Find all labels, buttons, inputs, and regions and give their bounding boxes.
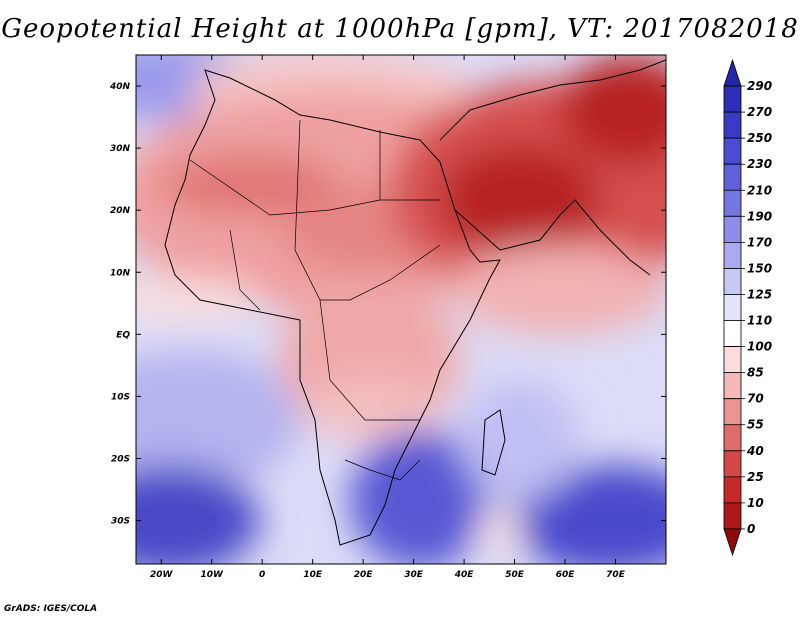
colorbar-label: 25 xyxy=(747,470,764,484)
lat-tick-label: 30S xyxy=(111,517,130,527)
colorbar-segment xyxy=(723,528,742,557)
height-field xyxy=(136,55,666,564)
colorbar-label: 0 xyxy=(747,522,755,536)
colorbar-segment xyxy=(723,137,742,165)
colorbar-segment xyxy=(723,502,742,530)
colorbar-segment xyxy=(723,346,742,374)
map-frame xyxy=(135,54,667,565)
colorbar-segment xyxy=(723,189,742,217)
lat-tick-label: 10S xyxy=(111,392,130,402)
colorbar-label: 170 xyxy=(747,235,772,249)
lat-tick-label: 20N xyxy=(110,206,131,216)
colorbar-segment xyxy=(723,85,742,113)
colorbar-label: 290 xyxy=(747,79,772,93)
colorbar-segment xyxy=(723,241,742,269)
lon-tick-label: 70E xyxy=(606,570,626,580)
lat-tick-label: 40N xyxy=(109,82,131,92)
colorbar-label: 190 xyxy=(747,209,772,223)
colorbar-label: 230 xyxy=(747,157,772,171)
colorbar-label: 150 xyxy=(747,261,772,275)
lon-tick-label: 10W xyxy=(200,570,224,580)
colorbar-segment xyxy=(723,320,742,347)
colorbar-label: 100 xyxy=(747,340,772,354)
colorbar: 2902702502302101901701501251101008570554… xyxy=(723,58,772,557)
colorbar-label: 10 xyxy=(747,496,764,510)
colorbar-segment xyxy=(723,215,742,243)
colorbar-label: 110 xyxy=(747,314,772,328)
colorbar-segment xyxy=(723,450,742,478)
colorbar-segment xyxy=(723,294,742,321)
lat-tick-label: 10N xyxy=(110,268,131,278)
lat-tick-label: 20S xyxy=(111,454,130,464)
colorbar-label: 250 xyxy=(747,131,772,145)
lon-tick-label: 20W xyxy=(150,570,174,580)
colorbar-label: 70 xyxy=(747,392,764,406)
colorbar-segment xyxy=(723,111,742,139)
colorbar-segment xyxy=(723,424,742,452)
lon-tick-label: 0 xyxy=(259,570,265,580)
lon-tick-label: 60E xyxy=(556,570,576,580)
colorbar-label: 210 xyxy=(747,183,772,197)
longitude-axis: 20W 10W 0 10E 20E 30E 40E 50E 60E 70E xyxy=(150,55,626,580)
colorbar-segment xyxy=(723,58,742,87)
colorbar-segment xyxy=(723,476,742,504)
colorbar-label: 125 xyxy=(747,287,772,301)
colorbar-segment xyxy=(723,398,742,426)
colorbar-segment xyxy=(723,163,742,191)
lat-tick-label: 30N xyxy=(110,144,131,154)
lon-tick-label: 20E xyxy=(354,570,374,580)
lon-tick-label: 50E xyxy=(505,570,525,580)
country-borders xyxy=(189,119,441,481)
map-title: Geopotential Height at 1000hPa [gpm], VT… xyxy=(1,14,799,44)
lon-tick-label: 40E xyxy=(454,570,475,580)
credit-text: GrADS: IGES/COLA xyxy=(4,604,98,614)
lon-tick-label: 10E xyxy=(303,570,323,580)
colorbar-label: 55 xyxy=(747,418,764,432)
colorbar-segment xyxy=(723,372,742,400)
colorbar-segment xyxy=(723,268,742,295)
colorbar-label: 85 xyxy=(747,366,764,380)
coastlines xyxy=(164,59,666,546)
colorbar-label: 40 xyxy=(746,444,764,458)
latitude-axis: 40N 30N 20N 10N EQ 10S 20S 30S xyxy=(109,82,666,527)
colorbar-label: 270 xyxy=(747,105,772,119)
lon-tick-label: 30E xyxy=(404,570,424,580)
lat-tick-label: EQ xyxy=(116,330,130,340)
